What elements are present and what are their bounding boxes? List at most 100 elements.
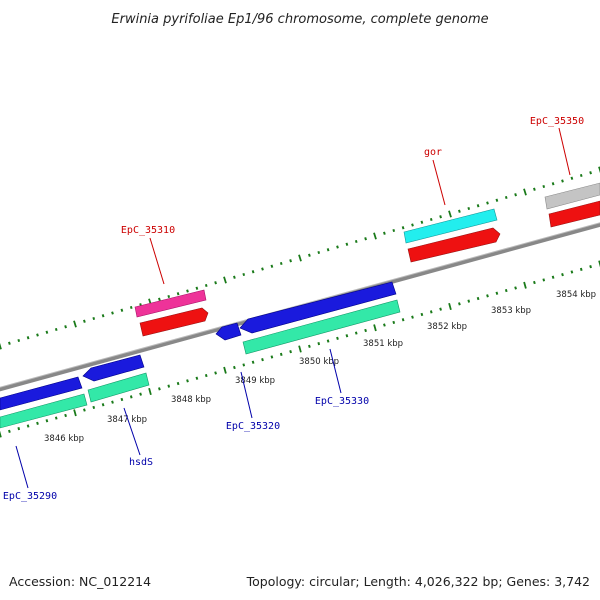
- tick-minor: [158, 297, 161, 301]
- tick-minor: [186, 379, 189, 383]
- gene-arrow-gor: [407, 227, 501, 263]
- tick-minor: [458, 302, 461, 306]
- tick-minor: [83, 319, 86, 323]
- gene-arrow-epc35330: [239, 281, 397, 334]
- ruler-labels: 3846 kbp 3847 kbp 3848 kbp 3849 kbp 3850…: [44, 290, 596, 444]
- map-title: Erwinia pyrifoliae Ep1/96 chromosome, co…: [111, 12, 488, 27]
- tick-minor: [214, 281, 217, 285]
- gene-bar-hsds-green: [87, 372, 150, 403]
- tick-minor: [176, 381, 180, 386]
- tick-minor: [139, 392, 142, 396]
- tick-minor: [354, 239, 358, 244]
- feature-epc35320[interactable]: [215, 281, 401, 355]
- gene-bar-epc35330-green: [242, 299, 401, 355]
- tick-major: [73, 320, 77, 328]
- tick-minor: [458, 209, 461, 213]
- gene-label-epc35320[interactable]: EpC_35320: [226, 421, 280, 432]
- tick-minor: [317, 250, 321, 255]
- tick-minor: [354, 331, 358, 335]
- tick-minor: [589, 171, 592, 175]
- ruler-label: 3854 kbp: [556, 290, 596, 300]
- tick-minor: [111, 400, 114, 404]
- tick-minor: [186, 289, 189, 293]
- feature-gor[interactable]: [403, 208, 501, 263]
- tick-minor: [392, 320, 396, 325]
- tick-major: [0, 430, 2, 438]
- tick-minor: [514, 286, 517, 290]
- gene-label-epc35330[interactable]: EpC_35330: [315, 396, 369, 407]
- tick-minor: [467, 299, 471, 303]
- gene-bar-epc35350-gray: [544, 182, 600, 210]
- tick-minor: [233, 365, 236, 370]
- tick-major: [0, 342, 2, 350]
- tick-minor: [251, 270, 255, 274]
- tick-minor: [158, 387, 161, 391]
- ruler-label: 3847 kbp: [107, 415, 147, 425]
- feature-epc35290[interactable]: [0, 376, 88, 429]
- tick-minor: [476, 296, 480, 301]
- tick-minor: [101, 403, 105, 407]
- tick-major: [298, 254, 302, 262]
- tick-minor: [383, 231, 386, 235]
- tick-major: [223, 366, 227, 374]
- gene-label-epc35310[interactable]: EpC_35310: [121, 225, 175, 236]
- feature-hsds[interactable]: [82, 354, 150, 403]
- tick-minor: [167, 384, 171, 388]
- tick-minor: [542, 184, 546, 189]
- tick-major: [598, 260, 600, 268]
- tick-minor: [8, 429, 11, 433]
- tick-minor: [242, 363, 246, 367]
- feature-epc35350[interactable]: [544, 182, 600, 228]
- tick-minor: [17, 338, 21, 343]
- tick-minor: [308, 344, 311, 348]
- tick-minor: [129, 305, 133, 310]
- tick-minor: [214, 371, 217, 375]
- tick-major: [373, 232, 377, 240]
- gene-label-hsds[interactable]: hsdS: [129, 457, 153, 468]
- tick-minor: [476, 204, 480, 208]
- tick-minor: [579, 173, 583, 178]
- tick-minor: [251, 360, 255, 364]
- ruler-label: 3851 kbp: [363, 339, 403, 349]
- tick-minor: [439, 307, 442, 311]
- tick-minor: [279, 261, 283, 266]
- gene-label-gor[interactable]: gor: [424, 147, 442, 158]
- tick-minor: [36, 333, 39, 337]
- tick-minor: [411, 315, 414, 319]
- tick-minor: [429, 310, 433, 314]
- ruler-label: 3850 kbp: [299, 357, 339, 367]
- tick-major: [298, 345, 302, 353]
- gene-label-epc35290[interactable]: EpC_35290: [3, 491, 57, 502]
- outer-tick-track: [0, 166, 600, 350]
- tick-minor: [504, 195, 508, 200]
- tick-minor: [317, 342, 321, 346]
- tick-minor: [279, 352, 283, 356]
- gene-label-epc35350[interactable]: EpC_35350: [530, 116, 584, 127]
- tick-minor: [195, 376, 199, 380]
- feature-epc35310[interactable]: [134, 289, 209, 337]
- ruler-label: 3849 kbp: [235, 376, 275, 386]
- tick-minor: [204, 283, 208, 288]
- tick-major: [373, 324, 377, 332]
- gene-arrow-epc35350: [548, 200, 600, 228]
- tick-minor: [364, 237, 367, 241]
- tick-minor: [570, 176, 574, 180]
- tick-minor: [120, 308, 124, 312]
- gene-bar-epc35290-green: [0, 393, 88, 429]
- tick-minor: [495, 291, 499, 295]
- tick-major: [73, 409, 77, 417]
- tick-minor: [411, 223, 414, 227]
- tick-minor: [111, 311, 114, 315]
- ruler-label: 3846 kbp: [44, 434, 84, 444]
- tick-minor: [270, 355, 274, 359]
- gene-arrow-epc35290: [0, 376, 83, 411]
- accession-text: Accession: NC_012214: [9, 574, 151, 589]
- ruler-label: 3848 kbp: [171, 395, 211, 405]
- tick-minor: [345, 242, 349, 246]
- tick-minor: [26, 336, 30, 340]
- tick-minor: [336, 245, 339, 249]
- tick-minor: [486, 294, 489, 298]
- gene-arrow-epc35310: [139, 307, 209, 337]
- tick-minor: [261, 358, 264, 362]
